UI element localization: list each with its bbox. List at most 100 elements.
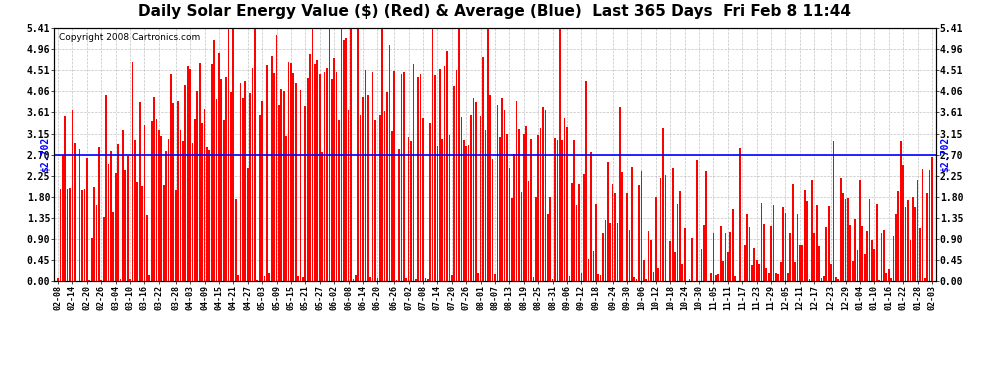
Bar [408,136,410,281]
Bar [314,64,316,281]
Bar [888,269,890,281]
Bar [755,260,757,281]
Bar [770,226,772,281]
Bar [329,28,331,281]
Bar [209,150,210,281]
Bar [127,156,129,281]
Bar [376,278,378,281]
Bar [703,225,705,281]
Bar [422,118,424,281]
Bar [622,172,623,281]
Bar [235,199,237,281]
Bar [134,140,136,281]
Bar [62,155,63,281]
Bar [113,212,114,281]
Bar [347,110,349,281]
Bar [917,180,919,281]
Bar [350,28,351,281]
Bar [838,279,840,281]
Bar [472,98,474,281]
Bar [251,68,253,281]
Bar [780,262,781,281]
Bar [243,98,244,281]
Bar [144,124,146,281]
Bar [760,203,762,281]
Bar [526,126,527,281]
Bar [451,275,452,281]
Bar [674,252,676,281]
Bar [713,233,715,281]
Bar [743,244,745,281]
Bar [718,274,719,281]
Bar [268,273,270,281]
Bar [448,135,450,281]
Text: Copyright 2008 Cartronics.com: Copyright 2008 Cartronics.com [58,33,200,42]
Bar [573,140,575,281]
Bar [283,92,284,281]
Bar [475,102,476,281]
Bar [794,262,796,281]
Bar [165,152,167,281]
Bar [223,120,225,281]
Bar [614,193,616,281]
Bar [580,273,582,281]
Bar [854,219,856,281]
Bar [735,276,736,281]
Bar [902,165,904,281]
Bar [842,193,843,281]
Bar [331,79,333,281]
Bar [324,72,326,281]
Bar [650,240,651,281]
Bar [396,280,397,281]
Bar [247,168,248,281]
Bar [792,184,794,281]
Bar [929,171,931,281]
Bar [415,279,417,281]
Bar [489,95,491,281]
Bar [828,206,830,281]
Bar [98,147,100,281]
Bar [492,159,493,281]
Bar [816,205,818,281]
Bar [593,251,594,281]
Bar [912,197,914,281]
Bar [206,147,208,281]
Bar [388,45,390,281]
Bar [859,180,860,281]
Bar [518,129,520,281]
Bar [288,62,289,281]
Text: $2.702: $2.702 [940,137,950,172]
Bar [727,252,729,281]
Bar [898,191,899,281]
Bar [631,167,633,281]
Bar [578,184,580,281]
Bar [249,93,250,281]
Bar [563,118,565,281]
Bar [538,135,539,281]
Bar [576,206,577,281]
Bar [528,181,530,281]
Bar [751,265,752,281]
Bar [588,258,589,281]
Bar [551,279,553,281]
Bar [907,200,909,281]
Bar [607,162,609,281]
Bar [772,205,774,281]
Bar [605,219,606,281]
Bar [612,184,614,281]
Bar [831,264,832,281]
Bar [386,92,388,281]
Bar [662,128,664,281]
Bar [463,140,464,281]
Bar [167,139,169,281]
Bar [341,28,343,281]
Bar [787,273,789,281]
Bar [442,139,443,281]
Bar [484,130,486,281]
Bar [398,149,400,281]
Bar [487,28,489,281]
Bar [765,268,767,281]
Bar [915,207,916,281]
Bar [158,130,159,281]
Bar [160,136,162,281]
